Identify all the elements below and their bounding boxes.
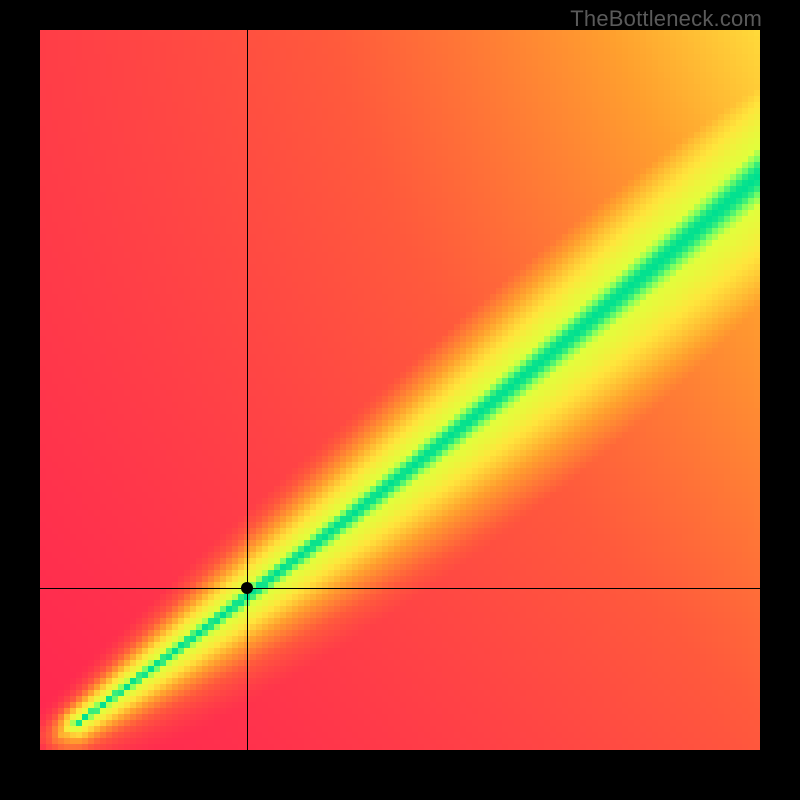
heatmap-canvas xyxy=(40,30,760,750)
crosshair-marker xyxy=(241,582,253,594)
plot-area xyxy=(40,30,760,750)
crosshair-vertical xyxy=(247,30,248,750)
watermark-text: TheBottleneck.com xyxy=(570,6,762,32)
crosshair-horizontal xyxy=(40,588,760,589)
